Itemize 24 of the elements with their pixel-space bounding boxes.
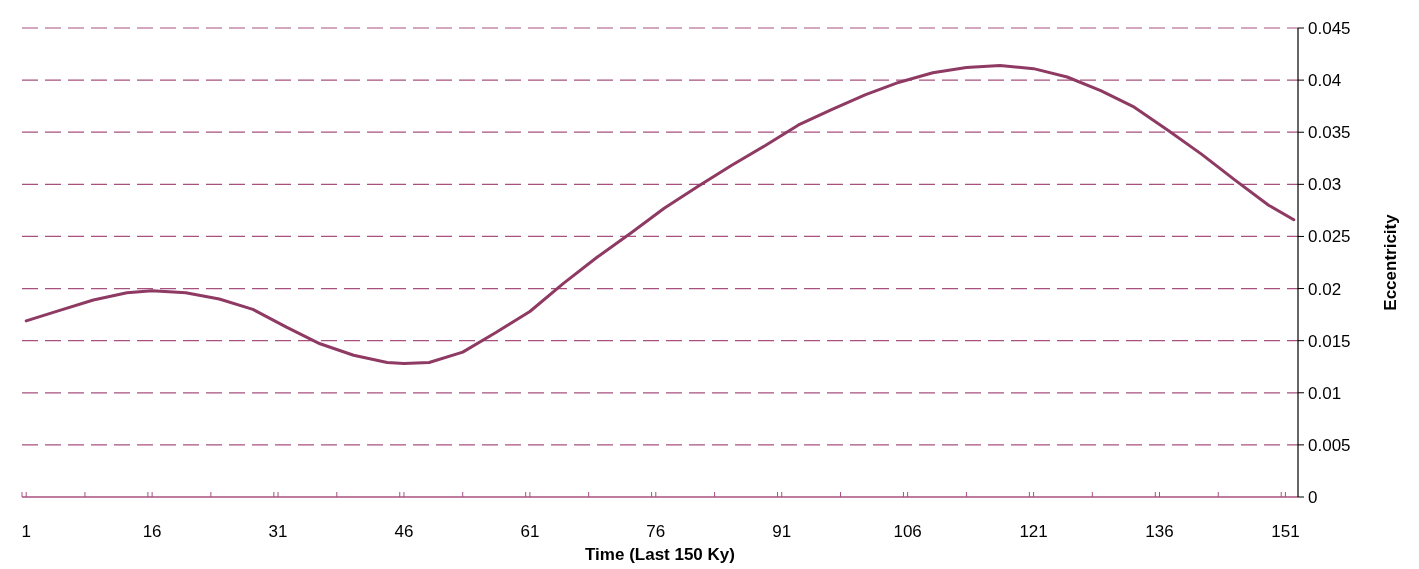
- y-tick-label: 0.01: [1308, 383, 1342, 403]
- y-tick-label: 0.045: [1308, 18, 1351, 38]
- y-tick-label: 0.03: [1308, 175, 1342, 195]
- x-tick-label: 16: [142, 522, 162, 541]
- x-axis-title: Time (Last 150 Ky): [585, 545, 735, 564]
- x-tick-label: 91: [772, 522, 792, 541]
- x-tick-label: 151: [1271, 522, 1300, 541]
- y-tick-label: 0.02: [1308, 279, 1342, 299]
- y-tick-label: 0.005: [1308, 435, 1351, 455]
- line-series: [24, 64, 1296, 366]
- y-tick-label: 0.04: [1308, 71, 1342, 91]
- y-axis-title: Eccentricity: [1381, 213, 1400, 311]
- y-tick-label: 0: [1308, 487, 1318, 507]
- x-tick-label: 76: [646, 522, 666, 541]
- x-tick-label: 31: [268, 522, 288, 541]
- y-tick-label: 0.035: [1308, 123, 1351, 143]
- x-tick-label: 61: [520, 522, 540, 541]
- x-tick-label: 106: [893, 522, 922, 541]
- x-tick-label: 1: [21, 522, 31, 541]
- x-tick-label: 46: [394, 522, 414, 541]
- y-tick-label: 0.015: [1308, 331, 1351, 351]
- x-tick-label: 136: [1145, 522, 1174, 541]
- x-tick-label: 121: [1019, 522, 1048, 541]
- y-tick-label: 0.025: [1308, 227, 1351, 247]
